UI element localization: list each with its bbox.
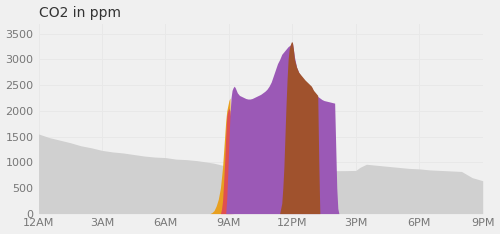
Text: CO2 in ppm: CO2 in ppm xyxy=(38,6,120,20)
